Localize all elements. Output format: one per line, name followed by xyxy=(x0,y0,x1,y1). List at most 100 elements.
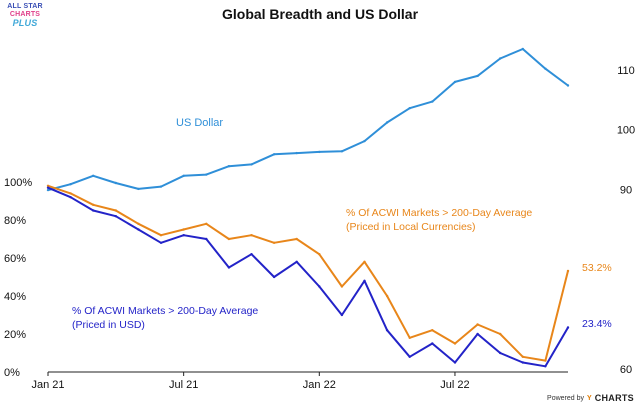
right-tick-label: 110 xyxy=(617,65,635,77)
usd-breadth-label-line1: % Of ACWI Markets > 200-Day Average xyxy=(72,305,258,317)
series-2-point xyxy=(227,266,231,269)
logo-line2: CHARTS xyxy=(9,11,41,18)
series-2-point xyxy=(295,260,298,263)
series-2-point xyxy=(272,275,276,279)
usd-breadth-label-line2: (Priced in USD) xyxy=(72,319,145,331)
ycharts-footer: Powered by Y CHARTS xyxy=(547,393,634,403)
series-0-point xyxy=(69,183,72,186)
series-layer xyxy=(46,47,570,368)
all-star-charts-logo: ALL STAR CHARTS PLUS xyxy=(3,3,47,28)
x-tick-label: Jan 21 xyxy=(31,379,64,391)
series-2-point xyxy=(363,279,366,282)
series-2-point xyxy=(521,361,524,364)
series-2-point xyxy=(340,313,344,317)
series-line-0 xyxy=(47,48,569,192)
usd-series-label: US Dollar xyxy=(176,117,223,129)
series-0-point xyxy=(544,67,547,70)
series-0-point xyxy=(159,185,163,188)
series-1-point xyxy=(318,253,321,256)
series-1-point xyxy=(476,323,479,326)
series-0-point xyxy=(499,57,502,60)
series-1-point xyxy=(159,234,163,237)
series-0-point xyxy=(340,150,344,153)
series-2-point xyxy=(385,329,389,332)
series-1-point xyxy=(544,359,547,362)
local-series-label-line1: % Of ACWI Markets > 200-Day Average xyxy=(346,207,532,219)
series-1-point xyxy=(69,192,72,195)
chart-title: Global Breadth and US Dollar xyxy=(222,6,419,22)
left-tick-label: 40% xyxy=(4,291,26,303)
series-0-point xyxy=(521,47,524,51)
series-0-point xyxy=(363,139,366,143)
series-0-point xyxy=(182,174,185,177)
series-2-point xyxy=(69,196,72,199)
series-1-point xyxy=(92,203,95,206)
series-0-point xyxy=(272,153,276,156)
series-1-point xyxy=(46,184,50,187)
left-tick-label: 100% xyxy=(4,177,32,189)
right-tick-label: 100 xyxy=(617,125,635,137)
series-1-point xyxy=(250,234,253,237)
logo-line1: ALL STAR xyxy=(7,3,43,10)
x-tick-label: Jan 22 xyxy=(303,379,336,391)
series-2-point xyxy=(318,285,321,288)
series-0-point xyxy=(385,121,389,124)
left-tick-label: 60% xyxy=(4,253,26,265)
series-0-point xyxy=(205,173,208,176)
series-1-point xyxy=(340,285,344,288)
series-line-2 xyxy=(47,186,569,368)
series-1-point xyxy=(137,222,140,225)
series-1-point xyxy=(385,294,389,298)
series-1-point xyxy=(182,228,185,231)
series-1-point xyxy=(431,329,434,332)
series-1-point xyxy=(521,355,524,358)
usd-breadth-end-label: 23.4% xyxy=(582,318,612,330)
series-line-1 xyxy=(47,184,569,362)
left-tick-label: 0% xyxy=(4,367,20,379)
x-axis: Jan 21 Jul 21 Jan 22 Jul 22 xyxy=(31,372,470,391)
series-0-point xyxy=(114,181,118,185)
series-2-point xyxy=(46,186,50,189)
series-1-point xyxy=(499,332,502,336)
series-1-point xyxy=(272,241,276,244)
left-tick-label: 20% xyxy=(4,329,26,341)
logo-line3: PLUS xyxy=(12,18,38,28)
series-2-point xyxy=(408,355,411,358)
right-tick-label: 60 xyxy=(620,364,632,376)
series-0-point xyxy=(476,74,479,78)
series-0-point xyxy=(318,150,321,154)
series-1-point xyxy=(227,237,231,241)
series-2-point xyxy=(499,351,502,355)
series-2-point xyxy=(205,237,208,241)
series-0-point xyxy=(453,80,457,84)
right-tick-label: 90 xyxy=(620,185,632,197)
left-tick-label: 80% xyxy=(4,215,26,227)
series-0-point xyxy=(295,151,298,155)
series-0-point xyxy=(566,84,570,87)
left-axis: 0% 20% 40% 60% 80% 100% xyxy=(4,177,32,379)
series-0-point xyxy=(431,100,434,103)
x-tick-label: Jul 21 xyxy=(169,379,198,391)
local-series-label-line2: (Priced in Local Currencies) xyxy=(346,221,476,233)
series-1-point xyxy=(295,237,298,241)
series-1-point xyxy=(363,260,366,263)
series-0-point xyxy=(137,187,140,191)
series-2-point xyxy=(137,228,140,231)
series-2-point xyxy=(114,215,118,218)
series-1-point xyxy=(205,222,208,225)
series-1-point xyxy=(408,336,411,339)
series-2-point xyxy=(159,241,163,244)
x-tick-label: Jul 22 xyxy=(440,379,469,391)
series-2-point xyxy=(182,234,185,237)
powered-by-text: Powered by xyxy=(547,394,585,402)
ycharts-brand: CHARTS xyxy=(594,393,634,403)
series-2-point xyxy=(92,209,95,212)
series-0-point xyxy=(92,174,95,177)
series-0-point xyxy=(408,107,411,110)
series-2-point xyxy=(476,332,479,336)
series-2-point xyxy=(453,361,457,364)
series-0-point xyxy=(250,163,253,166)
series-2-point xyxy=(566,326,570,329)
series-2-point xyxy=(250,253,253,256)
